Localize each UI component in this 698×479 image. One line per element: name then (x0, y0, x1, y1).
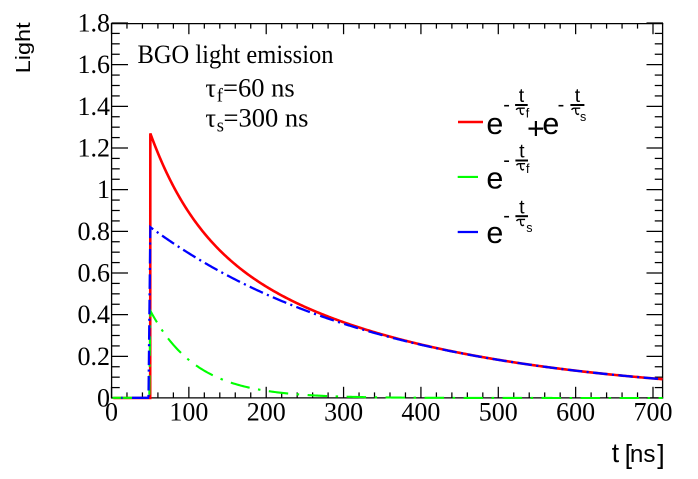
svg-text:0.2: 0.2 (78, 342, 111, 371)
svg-text:600: 600 (556, 398, 595, 427)
svg-text:+: + (527, 112, 545, 146)
svg-text:s: s (217, 116, 224, 136)
svg-text:=60 ns: =60 ns (223, 73, 295, 103)
svg-text:e: e (486, 216, 503, 250)
svg-text:-: - (503, 205, 510, 227)
svg-text:t: t (519, 141, 525, 163)
svg-text:s: s (580, 110, 586, 124)
svg-text:s: s (526, 221, 532, 235)
svg-text:ns: ns (630, 441, 656, 468)
svg-text:e: e (486, 162, 503, 196)
svg-text:0.4: 0.4 (78, 300, 111, 329)
svg-text:400: 400 (401, 398, 440, 427)
svg-text:1.8: 1.8 (78, 9, 111, 38)
svg-text:0.8: 0.8 (78, 217, 111, 246)
svg-text:Light: Light (12, 22, 35, 73)
svg-text:τ: τ (205, 102, 216, 132)
svg-text:e: e (542, 107, 559, 141)
svg-text:[: [ (625, 440, 633, 470)
svg-text:0: 0 (105, 398, 118, 427)
svg-text:1.4: 1.4 (78, 92, 111, 121)
svg-text:300: 300 (324, 398, 363, 427)
svg-text:]: ] (657, 440, 664, 470)
svg-text:700: 700 (634, 398, 673, 427)
svg-text:t: t (519, 196, 525, 218)
svg-text:-: - (558, 94, 565, 116)
svg-text:f: f (526, 106, 530, 120)
svg-text:1.6: 1.6 (78, 50, 111, 79)
svg-text:f: f (217, 87, 224, 107)
svg-text:0.6: 0.6 (78, 259, 111, 288)
svg-text:t: t (575, 85, 581, 107)
svg-text:0: 0 (97, 384, 110, 413)
svg-text:1: 1 (97, 175, 110, 204)
svg-text:BGO light emission: BGO light emission (138, 39, 334, 69)
svg-text:t: t (612, 438, 620, 468)
svg-text:τ: τ (205, 73, 216, 103)
svg-text:1.2: 1.2 (78, 134, 111, 163)
svg-text:f: f (526, 162, 530, 176)
svg-text:100: 100 (169, 398, 208, 427)
svg-text:e: e (486, 107, 503, 141)
svg-text:=300 ns: =300 ns (224, 102, 309, 132)
svg-text:-: - (503, 149, 510, 171)
svg-text:t: t (519, 85, 525, 107)
svg-text:500: 500 (479, 398, 518, 427)
svg-text:-: - (503, 94, 510, 116)
svg-text:200: 200 (247, 398, 286, 427)
